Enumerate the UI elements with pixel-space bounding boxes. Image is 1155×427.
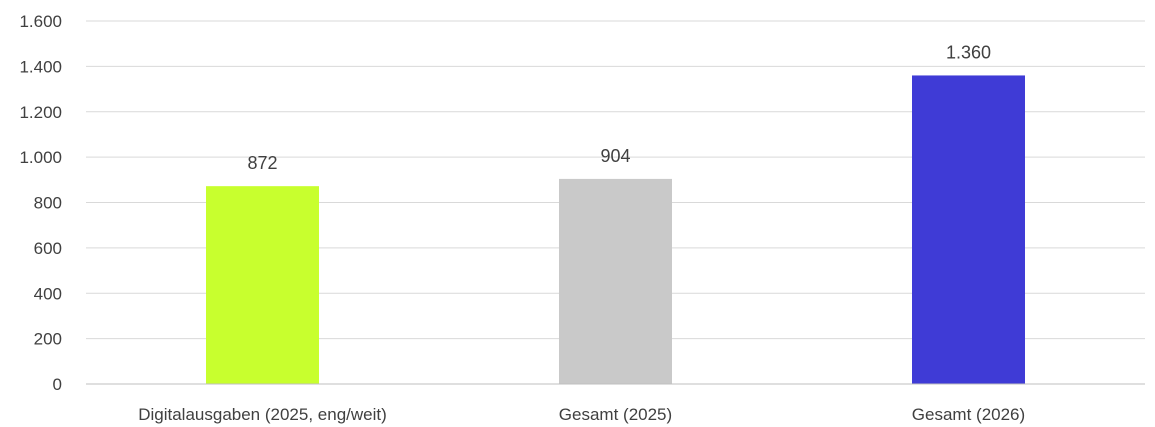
y-tick-label: 1.400 [19, 57, 62, 76]
x-axis-category-labels: Digitalausgaben (2025, eng/weit) Gesamt (… [138, 405, 1025, 424]
data-label: 872 [247, 153, 277, 173]
y-tick-label: 1.200 [19, 103, 62, 122]
data-label: 904 [600, 146, 630, 166]
bars [206, 75, 1025, 384]
y-axis-tick-labels: 0 200 400 600 800 1.000 1.200 1.400 1.600 [19, 12, 62, 394]
data-labels: 872 904 1.360 [247, 42, 991, 173]
y-tick-label: 200 [34, 330, 62, 349]
x-category-label: Gesamt (2026) [912, 405, 1025, 424]
y-tick-label: 0 [53, 375, 62, 394]
x-category-label: Digitalausgaben (2025, eng/weit) [138, 405, 387, 424]
y-tick-label: 400 [34, 284, 62, 303]
y-tick-label: 600 [34, 239, 62, 258]
y-tick-label: 1.600 [19, 12, 62, 31]
y-tick-label: 800 [34, 194, 62, 213]
bar [206, 186, 319, 384]
bar [912, 75, 1025, 384]
data-label: 1.360 [946, 42, 991, 62]
y-tick-label: 1.000 [19, 148, 62, 167]
bar [559, 178, 672, 384]
x-category-label: Gesamt (2025) [559, 405, 672, 424]
